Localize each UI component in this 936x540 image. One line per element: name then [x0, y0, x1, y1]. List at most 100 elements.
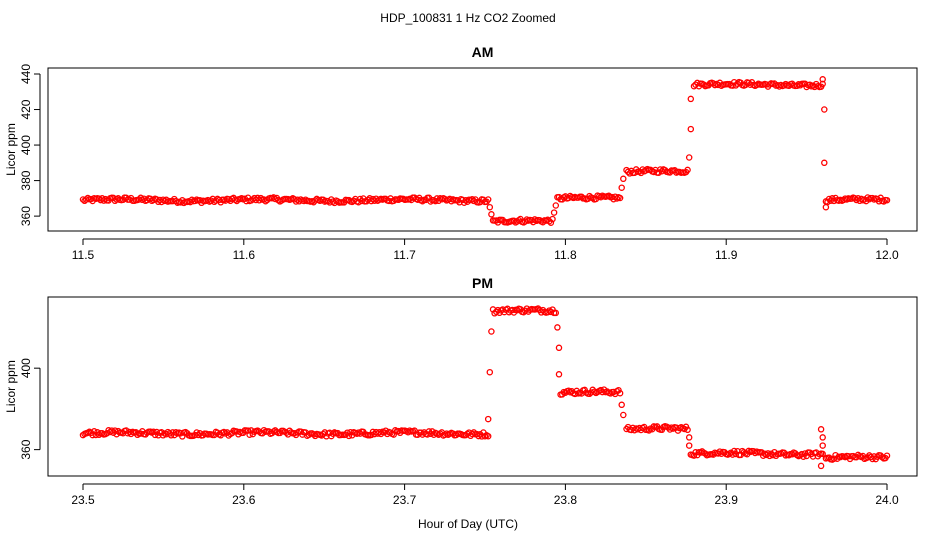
x-tick-label: 11.8: [554, 248, 577, 262]
data-point: [851, 195, 859, 202]
data-points: [79, 76, 891, 226]
data-point: [547, 219, 555, 226]
data-point: [729, 451, 736, 458]
data-point: [90, 428, 98, 435]
data-point: [484, 196, 492, 203]
plot-frame: [47, 67, 918, 232]
data-point: [687, 95, 695, 103]
y-axis-title: Licor ppm: [4, 360, 18, 413]
x-tick-label: 23.7: [393, 493, 417, 507]
panel-title: AM: [472, 44, 494, 60]
data-point: [488, 211, 495, 218]
data-point: [821, 106, 828, 113]
data-point: [555, 344, 563, 352]
data-point: [549, 306, 556, 313]
data-point: [179, 433, 186, 440]
data-point: [655, 169, 662, 176]
x-tick-label: 23.6: [232, 493, 256, 507]
data-point: [105, 427, 112, 434]
data-point: [424, 431, 431, 438]
data-point: [220, 428, 228, 436]
data-point: [620, 411, 627, 419]
data-point: [684, 426, 691, 434]
data-point: [484, 415, 492, 423]
data-point: [344, 429, 351, 436]
data-point: [819, 450, 826, 458]
data-point: [732, 82, 740, 89]
y-tick-label: 360: [19, 206, 33, 226]
data-point: [270, 194, 277, 201]
panel-title: PM: [472, 275, 493, 291]
data-point: [637, 169, 645, 177]
y-tick-label: 360: [19, 439, 33, 459]
data-point: [685, 434, 693, 441]
data-point: [578, 193, 585, 200]
data-point: [690, 452, 698, 459]
x-tick-label: 11.7: [393, 248, 416, 262]
data-point: [819, 442, 826, 449]
data-point: [150, 428, 157, 436]
data-point: [554, 324, 561, 331]
y-tick-label: 400: [19, 358, 33, 378]
figure-title: HDP_100831 1 Hz CO2 Zoomed: [380, 11, 555, 25]
data-point: [687, 125, 695, 133]
data-point: [819, 434, 826, 441]
panel-am: AM 11.5 11.6 11.7 11.8 11.9 12.0 360 380 400 420 44…: [4, 44, 918, 262]
x-tick-label: 23.5: [71, 493, 95, 507]
data-point: [544, 308, 551, 316]
y-tick-label: 440: [19, 64, 33, 84]
x-tick-label: 23.8: [554, 493, 578, 507]
data-point: [817, 426, 825, 433]
data-point: [620, 175, 627, 183]
data-points: [79, 305, 891, 470]
plot-frame: [47, 296, 918, 477]
data-point: [565, 387, 572, 394]
data-point: [618, 184, 625, 191]
x-tick-label: 11.9: [715, 248, 738, 262]
data-point: [758, 449, 765, 456]
data-point: [821, 159, 828, 167]
data-point: [822, 203, 830, 211]
data-point: [685, 154, 693, 161]
data-point: [488, 328, 495, 335]
data-point: [684, 166, 691, 174]
data-point: [883, 452, 891, 459]
data-point: [616, 194, 624, 202]
data-point: [618, 401, 625, 409]
x-tick-label: 24.0: [875, 493, 899, 507]
data-point: [800, 453, 807, 460]
data-point: [819, 76, 826, 83]
data-point: [880, 198, 888, 205]
data-point: [817, 462, 825, 470]
data-point: [883, 196, 891, 204]
data-point: [605, 192, 613, 200]
data-point: [257, 194, 265, 202]
data-point: [484, 432, 492, 440]
data-point: [468, 195, 476, 203]
data-point: [552, 202, 560, 209]
data-point: [355, 198, 362, 206]
y-tick-label: 400: [19, 135, 33, 155]
data-point: [486, 203, 494, 211]
data-point: [549, 215, 556, 223]
data-point: [550, 209, 558, 216]
x-tick-label: 12.0: [875, 248, 899, 262]
x-tick-label: 23.9: [715, 493, 739, 507]
y-tick-label: 420: [19, 99, 33, 119]
data-point: [685, 442, 693, 449]
x-tick-label: 11.5: [72, 248, 95, 262]
data-point: [555, 371, 563, 378]
data-point: [345, 432, 353, 440]
x-tick-label: 11.6: [233, 248, 256, 262]
x-axis-title: Hour of Day (UTC): [418, 517, 518, 531]
y-axis-title: Licor ppm: [4, 123, 18, 176]
data-point: [589, 194, 596, 202]
data-point: [552, 309, 560, 317]
data-point: [486, 368, 494, 376]
y-tick-label: 380: [19, 170, 33, 190]
data-point: [89, 431, 96, 439]
data-point: [616, 389, 624, 397]
